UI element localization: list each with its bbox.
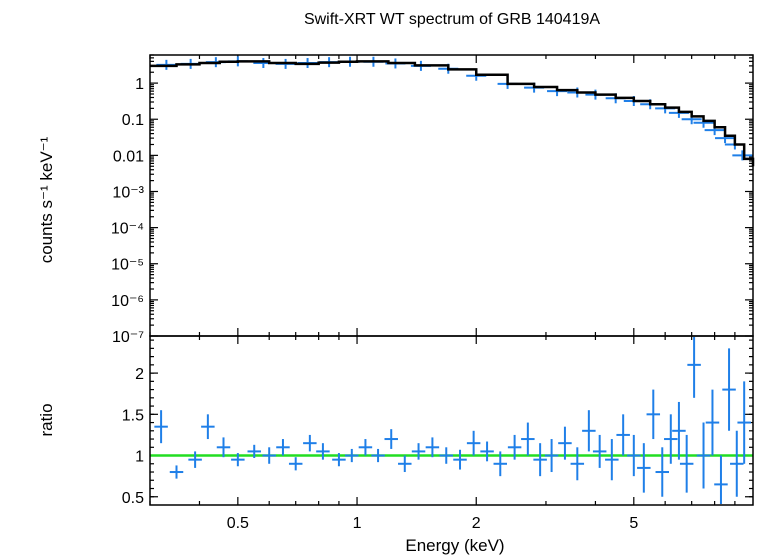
x-tick-label: 5	[629, 515, 638, 532]
chart-title: Swift-XRT WT spectrum of GRB 140419A	[304, 11, 600, 28]
x-tick-label: 0.5	[227, 515, 249, 532]
spectrum-frame	[149, 54, 754, 337]
x-axis-label: Energy (keV)	[405, 536, 504, 555]
y-tick-label: 10⁻⁷	[112, 329, 144, 346]
y-tick-label: 10⁻⁵	[111, 257, 144, 274]
x-tick-label: 1	[353, 515, 362, 532]
y-tick-label: 0.1	[122, 112, 144, 129]
y-tick-label: 2	[135, 366, 144, 383]
y-tick-label: 1	[135, 76, 144, 93]
x-tick-label: 2	[472, 515, 481, 532]
spectrum-panel: 1 0.1 0.01 10⁻³ 10⁻⁴ 10⁻⁵ 10⁻⁶ 10⁻⁷	[111, 54, 755, 346]
spectrum-y-axis-label: counts s⁻¹ keV⁻¹	[37, 136, 56, 263]
y-tick-label: 1.5	[122, 407, 144, 424]
y-tick-label: 1	[135, 449, 144, 466]
y-tick-label: 10⁻³	[112, 184, 144, 201]
ratio-y-axis-label: ratio	[37, 403, 56, 436]
ratio-frame	[149, 335, 754, 506]
y-tick-label: 0.5	[122, 490, 144, 507]
model-line	[150, 60, 755, 167]
y-tick-label: 10⁻⁴	[111, 221, 144, 238]
y-tick-label: 10⁻⁶	[111, 293, 144, 310]
ratio-panel: 0.5 1 2 5 0.5 1 1.5 2	[122, 336, 753, 532]
y-tick-label: 0.01	[113, 148, 144, 165]
